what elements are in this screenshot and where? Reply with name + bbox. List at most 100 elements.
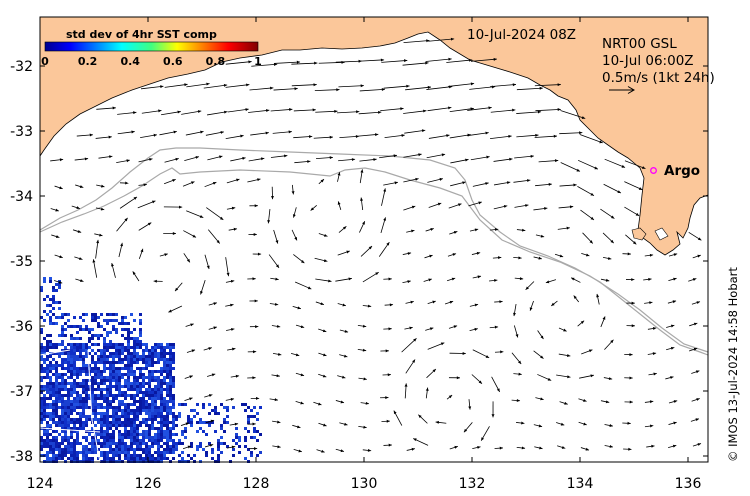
sst-pixel	[256, 418, 259, 421]
sst-pixel	[169, 379, 172, 382]
sst-pixel	[115, 355, 118, 358]
sst-pixel	[151, 406, 154, 409]
sst-pixel	[136, 424, 139, 427]
current-vector	[95, 135, 112, 139]
sst-pixel	[169, 394, 172, 397]
current-vector	[578, 398, 587, 402]
current-vector	[183, 253, 191, 263]
sst-pixel	[232, 448, 235, 451]
sst-pixel	[52, 295, 55, 298]
sst-pixel	[103, 343, 106, 346]
sst-pixel	[169, 382, 172, 385]
sst-pixel	[103, 400, 106, 403]
sst-pixel	[94, 352, 97, 355]
sst-pixel	[124, 349, 127, 352]
current-vector	[359, 169, 364, 184]
sst-pixel	[67, 394, 70, 397]
sst-pixel	[103, 433, 106, 436]
sst-pixel	[70, 451, 73, 454]
sst-pixel	[52, 358, 55, 361]
sst-pixel	[133, 433, 136, 436]
sst-pixel	[139, 403, 142, 406]
sst-pixel	[256, 454, 259, 457]
sst-pixel	[82, 406, 85, 409]
sst-pixel	[127, 361, 130, 364]
sst-pixel	[40, 403, 43, 406]
sst-pixel	[43, 367, 46, 370]
sst-pixel	[235, 436, 238, 439]
sst-pixel	[73, 409, 76, 412]
sst-pixel	[76, 349, 79, 352]
sst-pixel	[118, 439, 121, 442]
sst-pixel	[73, 442, 76, 445]
current-vector	[295, 401, 304, 405]
current-vector	[295, 324, 305, 329]
sst-pixel	[91, 400, 94, 403]
sst-pixel	[115, 397, 118, 400]
sst-pixel	[52, 409, 55, 412]
current-vector	[314, 257, 328, 263]
sst-pixel	[112, 364, 115, 367]
current-vector	[490, 108, 516, 113]
sst-pixel	[76, 337, 79, 340]
current-vector	[315, 278, 332, 283]
sst-pixel	[109, 382, 112, 385]
sst-pixel	[253, 436, 256, 439]
sst-pixel	[58, 454, 61, 457]
sst-pixel	[130, 439, 133, 442]
sst-pixel	[43, 346, 46, 349]
sst-pixel	[112, 313, 115, 316]
current-vector	[338, 226, 347, 233]
current-vector	[292, 305, 301, 310]
sst-pixel	[112, 343, 115, 346]
sst-pixel	[139, 448, 142, 451]
current-vector	[227, 108, 249, 113]
current-vector	[274, 60, 301, 64]
sst-pixel	[130, 367, 133, 370]
sst-pixel	[91, 328, 94, 331]
sst-pixel	[136, 442, 139, 445]
sst-pixel	[49, 388, 52, 391]
sst-pixel	[184, 427, 187, 430]
sst-pixel	[244, 439, 247, 442]
sst-pixel	[118, 433, 121, 436]
sst-pixel	[67, 397, 70, 400]
sst-pixel	[178, 403, 181, 406]
current-vector	[206, 207, 224, 221]
sst-pixel	[70, 433, 73, 436]
current-vector	[558, 205, 574, 209]
sst-pixel	[64, 415, 67, 418]
sst-pixel	[112, 358, 115, 361]
current-vector	[51, 234, 60, 238]
sst-pixel	[97, 421, 100, 424]
sst-pixel	[118, 421, 121, 424]
sst-pixel	[136, 418, 139, 421]
sst-pixel	[85, 445, 88, 448]
sst-pixel	[235, 442, 238, 445]
sst-pixel	[40, 418, 43, 421]
sst-pixel	[61, 424, 64, 427]
current-vector	[337, 172, 341, 182]
sst-pixel	[133, 340, 136, 343]
sst-pixel	[169, 430, 172, 433]
current-vector	[180, 422, 190, 426]
sst-pixel	[151, 415, 154, 418]
sst-pixel	[145, 403, 148, 406]
sst-pixel	[151, 361, 154, 364]
sst-pixel	[142, 400, 145, 403]
sst-pixel	[166, 418, 169, 421]
sst-pixel	[112, 379, 115, 382]
sst-pixel	[49, 346, 52, 349]
sst-pixel	[154, 406, 157, 409]
sst-pixel	[160, 373, 163, 376]
current-vector	[337, 375, 346, 379]
current-vector	[559, 183, 577, 187]
sst-pixel	[133, 376, 136, 379]
sst-pixel	[97, 442, 100, 445]
sst-pixel	[166, 457, 169, 460]
sst-pixel	[88, 328, 91, 331]
current-vector	[315, 109, 338, 113]
sst-pixel	[58, 283, 61, 286]
sst-pixel	[127, 457, 130, 460]
sst-pixel	[55, 361, 58, 364]
